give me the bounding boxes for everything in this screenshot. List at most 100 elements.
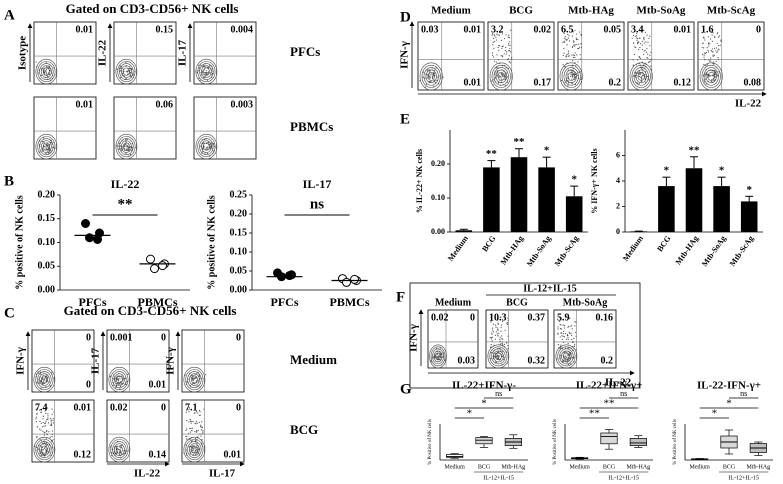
event-dot (433, 72, 436, 74)
event-dot (564, 351, 566, 353)
density-contour (555, 344, 578, 369)
event-dot (501, 31, 503, 33)
event-dot (118, 383, 121, 385)
event-dot (637, 41, 639, 43)
y-axis-label: % IFN-γ+ NK cells (590, 148, 599, 213)
event-dot (491, 34, 493, 36)
panel-letter: C (4, 305, 15, 321)
event-dot (714, 76, 716, 78)
event-dot (499, 45, 501, 47)
event-dot (205, 73, 207, 75)
density-contour (493, 67, 509, 86)
quadrant-value: 0 (86, 332, 91, 343)
density-contour (41, 375, 48, 384)
event-dot (197, 412, 199, 414)
significance-label: ns (310, 196, 324, 212)
event-dot (566, 39, 568, 41)
axis-label: Isotype (17, 36, 29, 70)
event-dot (703, 36, 705, 38)
density-contour (635, 69, 647, 84)
density-contour (33, 366, 56, 393)
event-dot (193, 448, 195, 450)
event-dot (45, 438, 47, 440)
event-dot (570, 356, 572, 358)
event-dot (641, 80, 643, 83)
event-dot (116, 383, 118, 385)
event-dot (567, 50, 570, 52)
event-dot (711, 48, 714, 50)
event-dot (507, 335, 509, 337)
event-dot (194, 438, 197, 440)
axis-label: IFN-γ (399, 41, 411, 69)
density-contour (112, 371, 127, 388)
event-dot (718, 35, 721, 37)
event-dot (497, 323, 499, 325)
event-dot (710, 75, 712, 77)
event-dot (42, 421, 44, 424)
event-dot (498, 49, 500, 52)
event-dot (186, 428, 188, 430)
event-dot (118, 449, 120, 451)
event-dot (188, 446, 190, 448)
event-dot (707, 36, 709, 38)
event-dot (123, 75, 126, 77)
density-contour (187, 371, 202, 388)
density-contour (703, 67, 719, 86)
density-contour (39, 138, 54, 155)
event-dot (710, 49, 712, 52)
density-contour (489, 346, 508, 367)
event-dot (41, 147, 44, 149)
event-dot (119, 145, 122, 147)
event-dot (194, 453, 197, 456)
quadrant-value: 0.15 (156, 24, 174, 35)
event-dot (45, 143, 47, 145)
event-dot (492, 44, 494, 46)
event-dot (568, 325, 570, 327)
event-dot (496, 70, 498, 72)
event-dot (578, 71, 580, 73)
event-dot (572, 60, 574, 62)
event-dot (557, 344, 560, 346)
event-dot (48, 431, 50, 433)
event-dot (504, 84, 507, 87)
event-dot (205, 70, 208, 72)
event-dot (36, 413, 38, 415)
event-dot (189, 427, 191, 429)
event-dot (636, 39, 638, 41)
event-dot (43, 137, 45, 139)
event-dot (491, 340, 493, 342)
event-dot (641, 76, 643, 78)
event-dot (125, 138, 127, 140)
significance-label: * (719, 165, 725, 177)
event-dot (636, 37, 638, 39)
event-dot (198, 77, 200, 80)
event-dot (499, 347, 501, 349)
event-dot (442, 76, 444, 78)
event-dot (192, 378, 195, 380)
data-point (81, 219, 90, 228)
event-dot (496, 75, 498, 77)
event-dot (42, 430, 44, 433)
event-dot (120, 453, 123, 455)
row-label: Medium (290, 352, 337, 367)
density-contour (425, 69, 437, 84)
event-dot (118, 148, 120, 150)
density-contour (33, 436, 56, 463)
quadrant-value: 10.3 (489, 312, 507, 323)
y-axis-label: % Positive of NK cells (673, 419, 678, 465)
event-dot (567, 326, 569, 328)
quadrant-value: 0.01 (76, 99, 94, 110)
event-dot (720, 39, 722, 41)
event-dot (648, 37, 650, 40)
event-dot (201, 71, 204, 73)
event-dot (497, 334, 499, 337)
density-contour (423, 67, 439, 86)
event-dot (44, 70, 47, 72)
x-tick-label: Medium (621, 234, 645, 263)
event-dot (499, 336, 501, 339)
x-tick-label: PFCs (271, 295, 299, 309)
event-dot (200, 435, 202, 437)
event-dot (500, 316, 502, 318)
event-dot (641, 40, 643, 42)
row-label: PBMCs (290, 119, 333, 134)
